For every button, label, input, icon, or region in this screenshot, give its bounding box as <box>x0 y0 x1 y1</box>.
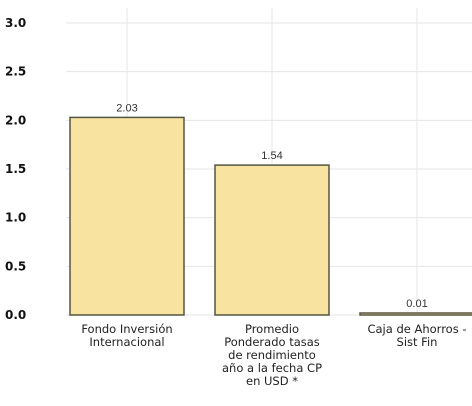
data-label: 2.03 <box>116 102 137 114</box>
category-label: Ponderado tasas <box>224 335 320 349</box>
category-label: año a la fecha CP <box>222 361 322 375</box>
category-label: Promedio <box>245 322 299 336</box>
category-label: Sist Fin <box>397 335 438 349</box>
y-tick-label: 3.0 <box>5 16 26 30</box>
y-tick-label: 2.0 <box>5 113 26 127</box>
category-label: Fondo Inversión <box>81 322 172 336</box>
bars <box>69 116 472 316</box>
bar <box>214 164 330 316</box>
bar <box>359 312 472 316</box>
bar <box>69 116 185 316</box>
y-tick-label: 1.0 <box>5 211 26 225</box>
y-axis-ticks: 0.0 0.5 1.0 1.5 2.0 2.5 3.0 <box>5 16 26 322</box>
data-label: 1.54 <box>261 150 282 162</box>
data-label: 0.01 <box>406 298 427 310</box>
category-label: Caja de Ahorros - <box>367 322 466 336</box>
data-labels: 2.03 1.54 0.01 <box>116 102 427 310</box>
y-tick-label: 0.5 <box>5 259 26 273</box>
category-label: Internacional <box>89 335 164 349</box>
y-tick-label: 0.0 <box>5 308 26 322</box>
category-label: de rendimiento <box>228 348 316 362</box>
y-tick-label: 1.5 <box>5 162 26 176</box>
category-label: en USD * <box>246 374 298 388</box>
y-tick-label: 2.5 <box>5 65 26 79</box>
